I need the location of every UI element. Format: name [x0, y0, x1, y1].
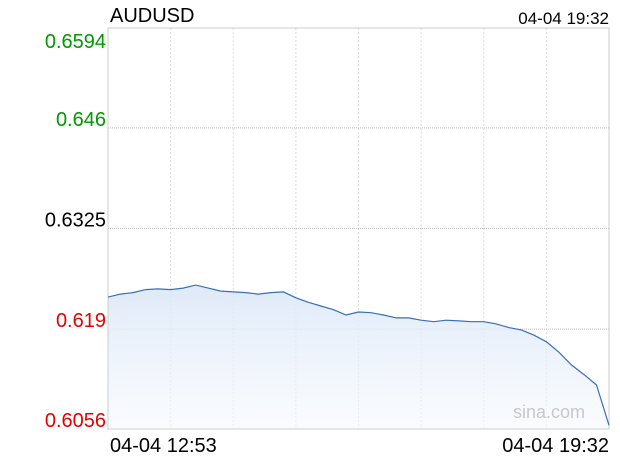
- update-time: 04-04 19:32: [518, 9, 609, 28]
- area: [108, 285, 609, 429]
- y-tick-label: 0.6594: [45, 31, 106, 53]
- y-tick-label: 0.646: [56, 109, 106, 131]
- plot-frame: [107, 27, 610, 430]
- price-line: [107, 284, 610, 426]
- watermark: sina.com: [513, 402, 585, 422]
- y-tick-label: 0.619: [56, 310, 106, 332]
- x-tick-label: 04-04 12:53: [110, 435, 217, 457]
- y-tick-label: 0.6056: [45, 410, 106, 432]
- x-tick-label: 04-04 19:32: [502, 435, 609, 457]
- chart-title: AUDUSD: [110, 5, 194, 27]
- y-tick-label: 0.6325: [45, 210, 106, 232]
